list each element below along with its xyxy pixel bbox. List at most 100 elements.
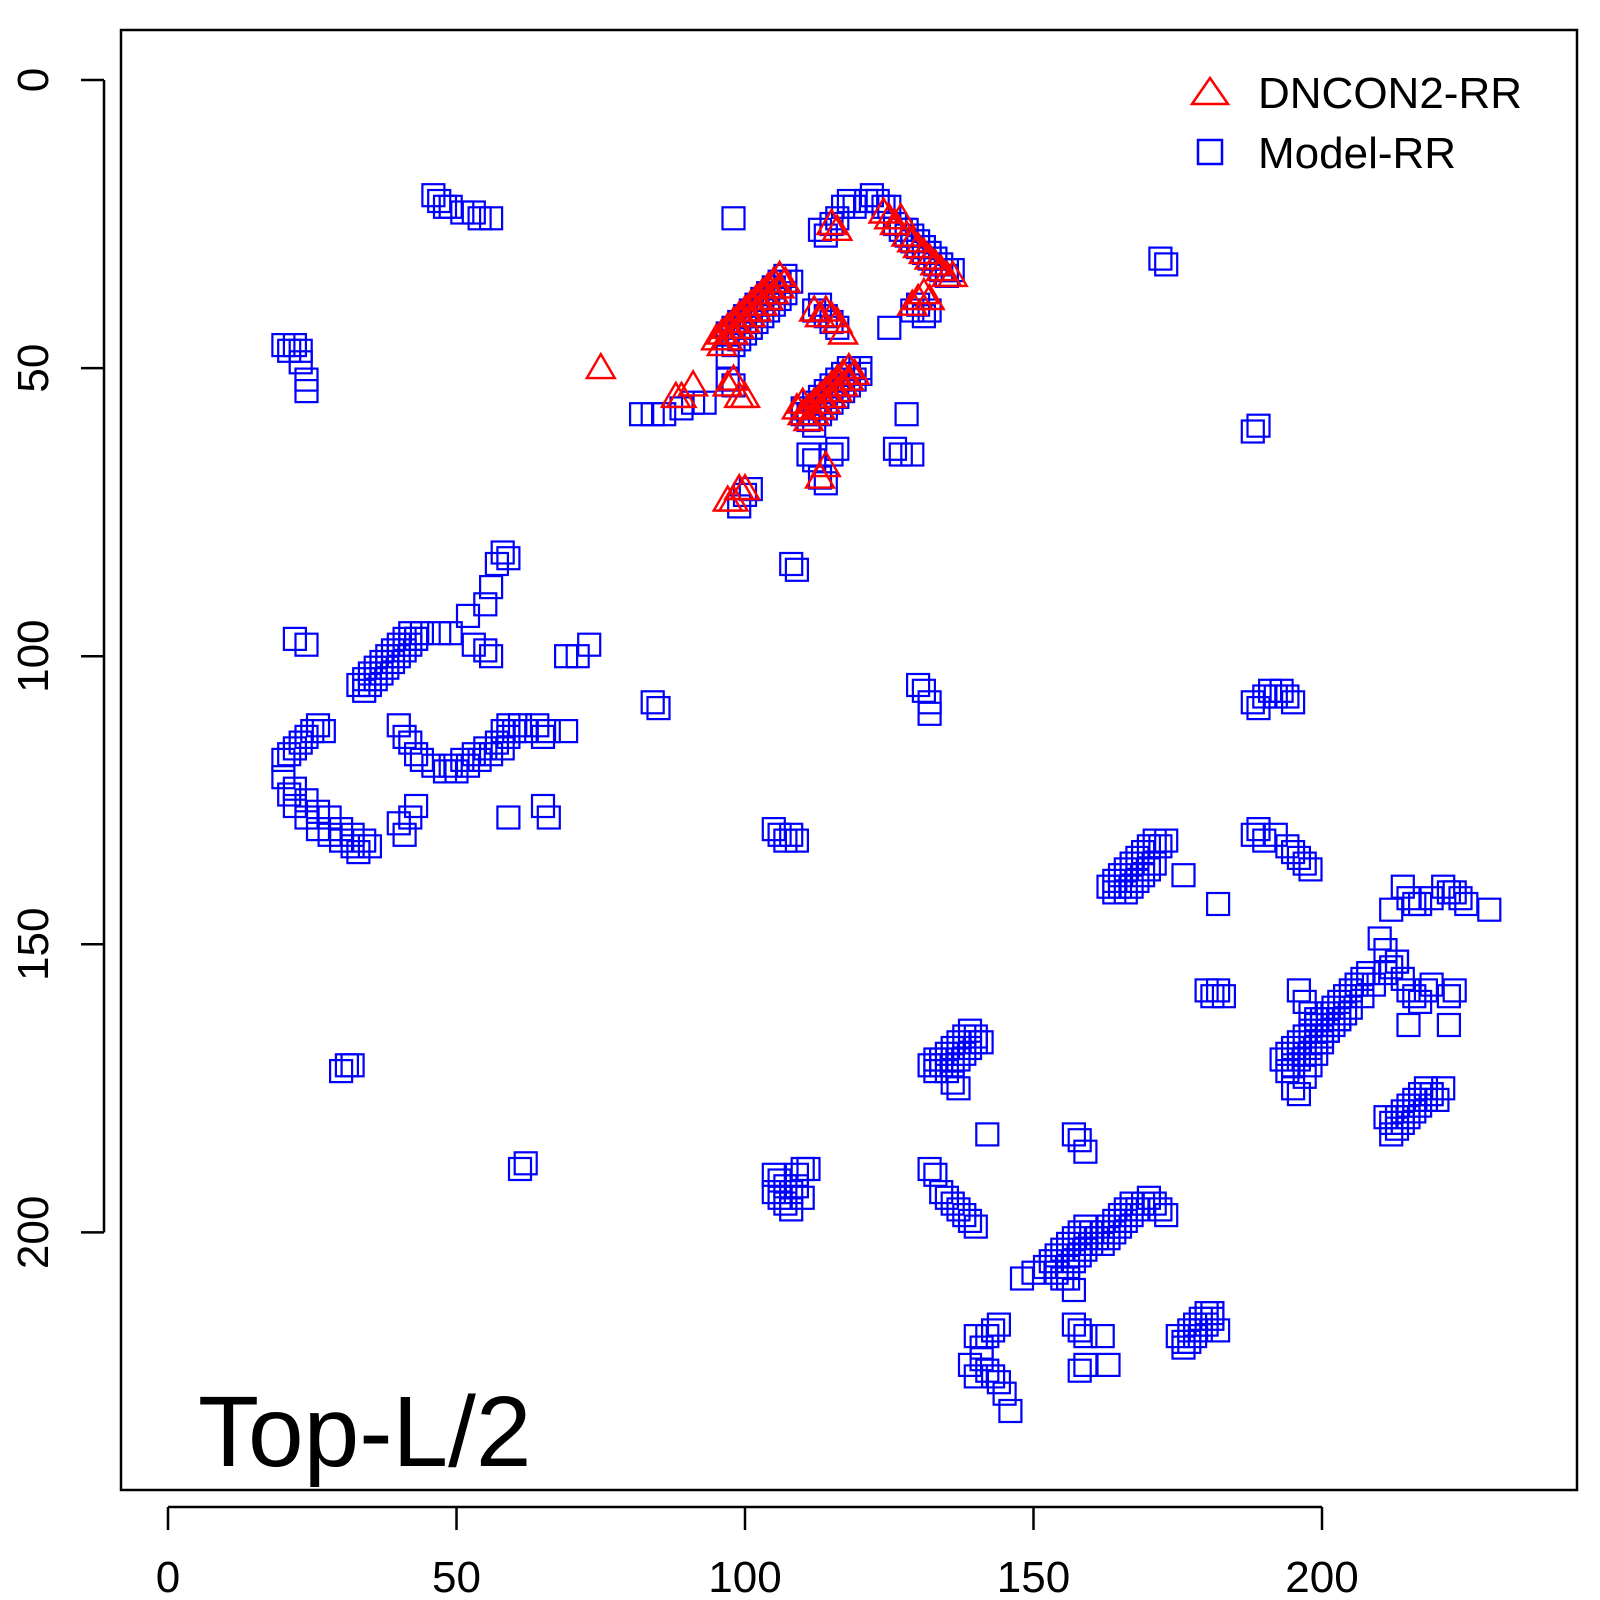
model-rr-point: [911, 304, 937, 329]
model-rr-point: [496, 546, 521, 571]
model-rr-point: [340, 1053, 365, 1078]
model-rr-point: [392, 822, 417, 847]
dncon2-rr-point: [728, 472, 762, 501]
model-rr-point: [1298, 857, 1323, 882]
y-axis: 0 50 100 150 200: [9, 68, 106, 1269]
dncon2-rr-point: [815, 207, 848, 236]
dncon2-rr-point: [763, 259, 796, 288]
x-tick-label: 200: [1285, 1553, 1358, 1600]
model-rr-point: [352, 828, 377, 853]
model-rr-point: [1292, 851, 1317, 876]
model-rr-point: [1073, 1323, 1098, 1349]
legend-triangle-marker: [1189, 75, 1231, 106]
dncon2-rr-point: [677, 369, 710, 397]
dncon2-rr-point: [902, 230, 935, 259]
model-rr-point: [1119, 1191, 1144, 1216]
model-rr-point: [1096, 1352, 1121, 1378]
model-rr-point: [536, 718, 561, 744]
dncon2-rr-point: [763, 271, 796, 299]
model-rr-point: [986, 1312, 1012, 1337]
model-rr-point: [404, 793, 429, 819]
model-rr-point: [975, 1122, 1000, 1147]
dncon2-rr-point: [936, 259, 969, 288]
model-rr-point: [917, 298, 942, 323]
legend-label-model-rr: Model-RR: [1258, 129, 1456, 178]
model-rr-point: [479, 206, 504, 231]
model-rr-point: [1246, 413, 1271, 438]
model-rr-point: [479, 644, 504, 669]
model-rr-point: [1073, 1352, 1098, 1378]
model-rr-point: [1067, 1358, 1092, 1383]
model-rr-point: [288, 350, 313, 375]
legend-square-marker: [1196, 138, 1224, 166]
model-rr-point: [1240, 419, 1265, 444]
model-rr-point: [957, 1035, 983, 1061]
dncon2-rr-point: [728, 380, 762, 409]
model-rr-point: [1384, 949, 1410, 974]
x-tick-label: 150: [997, 1553, 1070, 1600]
x-tick-label: 100: [708, 1553, 781, 1600]
dncon2-rr-point: [809, 294, 842, 322]
dncon2-rr-point: [827, 317, 860, 345]
model-rr-point: [496, 713, 521, 738]
model-rr-point: [917, 701, 942, 726]
model-rr-point: [1205, 978, 1231, 1003]
x-tick-label: 0: [156, 1553, 180, 1600]
model-rr-point: [1200, 1300, 1225, 1326]
model-rr-point: [1073, 1139, 1098, 1164]
model-rr-point: [513, 1151, 538, 1176]
model-rr-point: [963, 1364, 988, 1389]
model-rr-point: [1142, 851, 1167, 876]
dncon2-rr-point: [884, 201, 917, 230]
model-rr-point: [1067, 1318, 1092, 1343]
model-rr-series: [271, 183, 1502, 1424]
model-rr-point: [980, 1318, 1006, 1343]
legend: DNCON2-RR Model-RR: [1189, 69, 1522, 178]
model-rr-point: [825, 436, 850, 461]
model-rr-point: [334, 1053, 359, 1078]
dncon2-rr-point: [584, 351, 617, 380]
model-rr-point: [946, 1076, 971, 1101]
model-rr-point: [404, 626, 429, 652]
model-rr-point: [779, 822, 804, 847]
model-rr-point: [1280, 690, 1306, 715]
dncon2-rr-point: [890, 219, 923, 247]
dncon2-rr-point: [717, 363, 750, 391]
model-rr-point: [1154, 252, 1179, 277]
model-rr-point: [1113, 1197, 1138, 1222]
model-rr-point: [479, 574, 504, 600]
model-rr-point: [1136, 857, 1162, 882]
dncon2-rr-series: [584, 196, 969, 512]
model-rr-point: [311, 718, 336, 744]
dncon2-rr-point: [832, 351, 865, 380]
model-rr-point: [1315, 1012, 1340, 1038]
model-rr-point: [877, 315, 902, 340]
model-rr-point: [1061, 1277, 1087, 1303]
model-rr-point: [461, 200, 486, 225]
model-rr-point: [1021, 1260, 1046, 1285]
dncon2-rr-point: [769, 265, 802, 293]
model-rr-point: [1148, 1197, 1173, 1222]
model-rr-point: [1436, 984, 1462, 1009]
dncon2-rr-point: [907, 236, 940, 265]
model-rr-point: [963, 1214, 988, 1239]
model-rr-point: [294, 379, 319, 404]
dncon2-rr-point: [711, 369, 744, 397]
model-rr-point: [1442, 978, 1467, 1003]
model-rr-point: [882, 436, 908, 461]
plot-frame: [119, 28, 1579, 1492]
model-rr-point: [992, 1381, 1017, 1406]
model-rr-point: [1286, 1081, 1312, 1107]
model-rr-point: [779, 551, 804, 577]
model-rr-point: [721, 206, 746, 231]
y-tick-label: 50: [9, 344, 58, 393]
dncon2-rr-point: [821, 213, 854, 241]
model-rr-point: [1436, 1012, 1462, 1038]
model-rr-point: [1275, 684, 1300, 709]
model-rr-point: [490, 540, 515, 565]
model-rr-point: [923, 1162, 948, 1187]
model-rr-point: [940, 1070, 965, 1095]
model-rr-point: [1396, 1012, 1421, 1038]
model-rr-point: [790, 1185, 815, 1210]
dncon2-rr-point: [913, 242, 946, 270]
